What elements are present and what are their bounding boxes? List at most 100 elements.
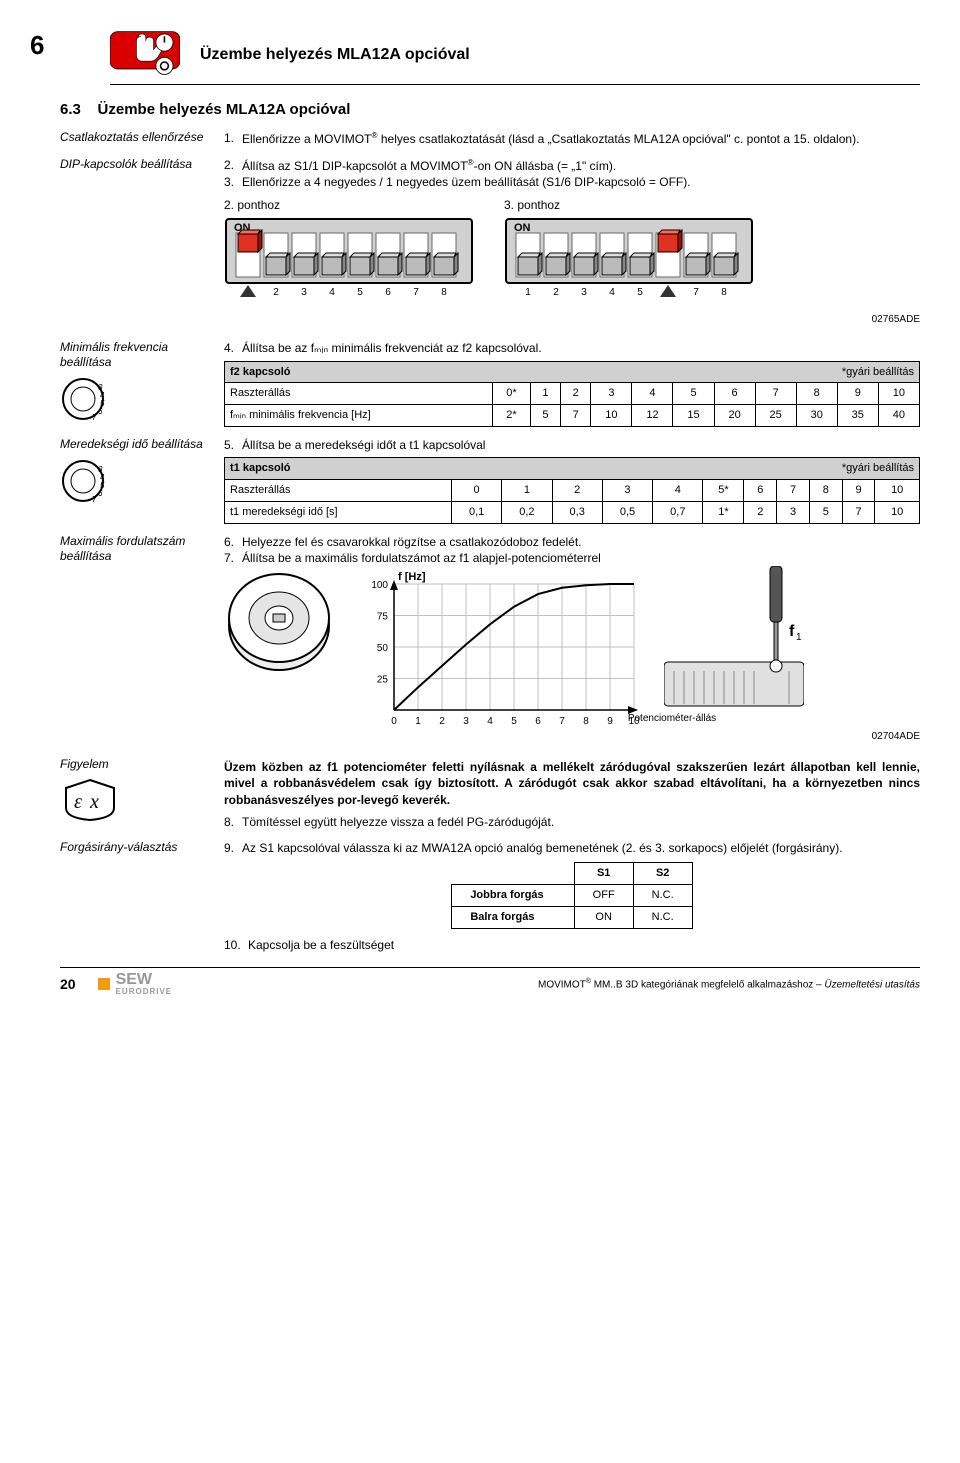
footer-text-b: MM..B 3D kategóriának megfelelő alkalmaz…	[591, 979, 824, 990]
pot-allas-label: Potenciométer-állás	[628, 713, 716, 724]
step-3: 3. Ellenőrizze a 4 negyedes / 1 negyedes…	[224, 174, 920, 190]
step-1: 1. Ellenőrizze a MOVIMOT® helyes csatlak…	[224, 130, 920, 147]
side-csatlakoztatas: Csatlakoztatás ellenőrzése	[60, 130, 210, 147]
step-10-num: 10.	[224, 937, 248, 953]
step-2: 2. Állítsa az S1/1 DIP-kapcsolót a MOVIM…	[224, 157, 920, 174]
side-dip: DIP-kapcsolók beállítása	[60, 157, 210, 330]
svg-text:5: 5	[637, 287, 643, 298]
f1-label: f	[789, 623, 795, 640]
sew-logo: SEW EURODRIVE	[98, 972, 173, 996]
t1-table: t1 kapcsoló*gyári beállításRaszterállás0…	[224, 457, 920, 524]
footer-text-c: Üzemeltetési utasítás	[824, 979, 920, 990]
svg-text:1: 1	[525, 287, 531, 298]
side-minfreq-text: Minimális frekvencia beállítása	[60, 340, 168, 369]
logo-main: SEW	[116, 972, 173, 988]
side-maxrpm: Maximális fordulatszám beállítása	[60, 534, 210, 747]
svg-text:3: 3	[301, 287, 307, 298]
side-figyelem: Figyelem ε x	[60, 757, 210, 830]
logo-sub: EURODRIVE	[116, 988, 173, 996]
svg-text:6: 6	[98, 407, 103, 416]
svg-text:2: 2	[439, 716, 445, 727]
step-8: 8. Tömítéssel együtt helyezze vissza a f…	[224, 814, 920, 830]
figyelem-p1: Üzem közben az f1 potenciométer feletti …	[224, 759, 920, 808]
s-table: S1S2Jobbra forgásOFFN.C.Balra forgásONN.…	[451, 862, 692, 929]
f2-table: f2 kapcsoló*gyári beállításRaszterállás0…	[224, 361, 920, 428]
step-1-num: 1.	[224, 130, 242, 147]
step-4-text: Állítsa be az fₘᵢₙ minimális frekvenciát…	[242, 340, 542, 356]
svg-text:2: 2	[553, 287, 559, 298]
footer-page-number: 20	[60, 976, 76, 992]
svg-text:0: 0	[391, 716, 397, 727]
svg-text:4: 4	[609, 287, 615, 298]
page-footer: 20 SEW EURODRIVE MOVIMOT® MM..B 3D kateg…	[60, 967, 920, 996]
pot-cap-icon	[224, 566, 334, 676]
step-8-num: 8.	[224, 814, 242, 830]
page-header: Üzembe helyezés MLA12A opcióval	[110, 30, 920, 85]
svg-text:ε: ε	[74, 791, 82, 813]
step-9-num: 9.	[224, 840, 242, 856]
svg-text:1: 1	[796, 632, 802, 643]
svg-text:2: 2	[273, 287, 279, 298]
svg-text:9: 9	[607, 716, 613, 727]
step-5-text: Állítsa be a meredekségi időt a t1 kapcs…	[242, 437, 485, 453]
step-7-num: 7.	[224, 550, 242, 566]
side-minfreq: Minimális frekvencia beállítása 34 56 7	[60, 340, 210, 427]
dip-switch-right: ON 1 2 3 4 5 6	[504, 217, 754, 299]
step-7-text: Állítsa be a maximális fordulatszámot az…	[242, 550, 601, 566]
step-5-num: 5.	[224, 437, 242, 453]
step-9: 9. Az S1 kapcsolóval válassza ki az MWA1…	[224, 840, 920, 856]
svg-text:5: 5	[511, 716, 517, 727]
dip-caption-right: 3. ponthoz	[504, 197, 754, 213]
svg-text:50: 50	[377, 643, 389, 654]
footer-text-a: MOVIMOT	[538, 979, 586, 990]
header-title: Üzembe helyezés MLA12A opcióval	[200, 46, 470, 64]
step-3-text: Ellenőrizze a 4 negyedes / 1 negyedes üz…	[242, 174, 691, 190]
svg-text:100: 100	[371, 580, 388, 591]
step-9-text: Az S1 kapcsolóval válassza ki az MWA12A …	[242, 840, 843, 856]
dip-figure-code: 02765ADE	[224, 313, 920, 327]
svg-text:ON: ON	[514, 222, 531, 234]
side-ramp-text: Meredekségi idő beállítása	[60, 437, 203, 451]
step-6: 6. Helyezze fel és csavarokkal rögzítse …	[224, 534, 920, 550]
side-forgasirany: Forgásirány-választás	[60, 840, 210, 953]
section-title: Üzembe helyezés MLA12A opcióval	[98, 101, 351, 118]
svg-text:6: 6	[98, 489, 103, 498]
dial-icon: 34 56 7	[60, 376, 210, 426]
stop-hand-icon	[110, 30, 180, 80]
svg-text:6: 6	[385, 287, 391, 298]
step-1-text-b: helyes csatlakoztatását (lásd a „Csatlak…	[378, 132, 860, 146]
step-4-num: 4.	[224, 340, 242, 356]
svg-text:7: 7	[693, 287, 699, 298]
svg-text:7: 7	[92, 495, 97, 504]
step-3-num: 3.	[224, 174, 242, 190]
side-figyelem-text: Figyelem	[60, 757, 109, 771]
section-heading: 6.3 Üzembe helyezés MLA12A opcióval	[60, 101, 920, 118]
step-6-text: Helyezze fel és csavarokkal rögzítse a c…	[242, 534, 582, 550]
screwdriver-icon: f 1	[664, 566, 804, 716]
svg-text:f [Hz]: f [Hz]	[398, 571, 426, 583]
svg-text:8: 8	[441, 287, 447, 298]
footer-text: MOVIMOT® MM..B 3D kategóriának megfelelő…	[538, 978, 920, 990]
svg-text:3: 3	[581, 287, 587, 298]
svg-text:7: 7	[92, 413, 97, 422]
svg-text:4: 4	[329, 287, 335, 298]
frequency-chart: 100755025f [Hz]012345678910	[354, 566, 644, 736]
chart-row: 100755025f [Hz]012345678910 f 1	[224, 566, 920, 736]
svg-text:4: 4	[487, 716, 493, 727]
svg-text:1: 1	[415, 716, 421, 727]
svg-text:7: 7	[413, 287, 419, 298]
step-4: 4. Állítsa be az fₘᵢₙ minimális frekvenc…	[224, 340, 920, 356]
svg-text:8: 8	[583, 716, 589, 727]
step-5: 5. Állítsa be a meredekségi időt a t1 ka…	[224, 437, 920, 453]
svg-text:3: 3	[463, 716, 469, 727]
svg-text:25: 25	[377, 675, 389, 686]
section-number: 6.3	[60, 101, 81, 118]
dip-switch-left: ON 1 2 3 4 5 6	[224, 217, 474, 299]
step-2-text-b: -on ON állásba (= „1" cím).	[474, 159, 617, 173]
step-10: 10. Kapcsolja be a feszültséget	[224, 937, 920, 953]
page-number-top: 6	[30, 30, 44, 61]
svg-text:8: 8	[721, 287, 727, 298]
dip-caption-left: 2. ponthoz	[224, 197, 474, 213]
svg-text:x: x	[89, 791, 99, 813]
step-1-text-a: Ellenőrizze a MOVIMOT	[242, 132, 371, 146]
